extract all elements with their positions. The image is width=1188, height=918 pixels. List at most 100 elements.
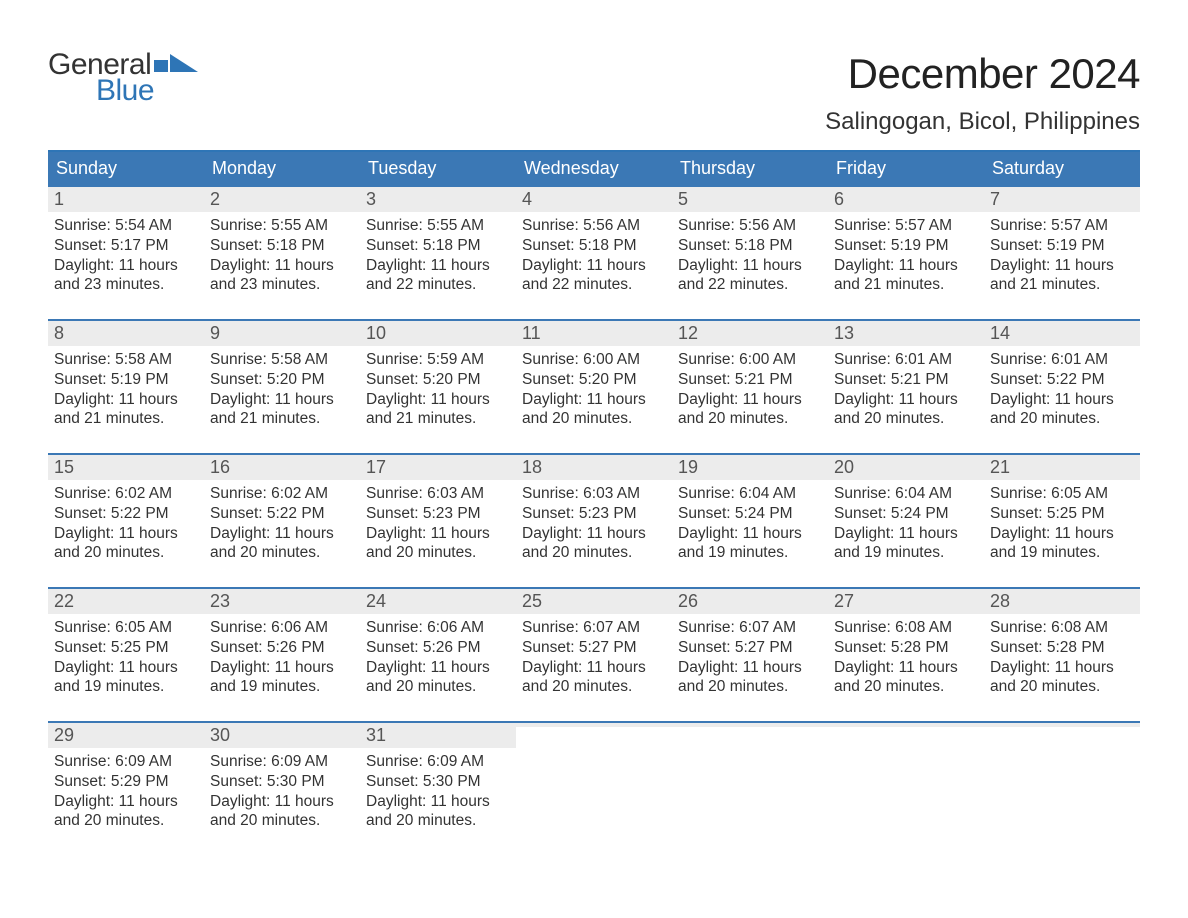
calendar-day: 22Sunrise: 6:05 AMSunset: 5:25 PMDayligh… bbox=[48, 589, 204, 699]
day-daylight2: and 19 minutes. bbox=[210, 677, 354, 697]
day-daylight1: Daylight: 11 hours bbox=[678, 256, 822, 276]
day-sunset: Sunset: 5:23 PM bbox=[522, 504, 666, 524]
day-sunset: Sunset: 5:18 PM bbox=[522, 236, 666, 256]
day-number-row: 1 bbox=[48, 187, 204, 212]
day-daylight1: Daylight: 11 hours bbox=[834, 390, 978, 410]
calendar-day: 9Sunrise: 5:58 AMSunset: 5:20 PMDaylight… bbox=[204, 321, 360, 431]
day-sunrise: Sunrise: 5:56 AM bbox=[678, 216, 822, 236]
day-daylight1: Daylight: 11 hours bbox=[210, 792, 354, 812]
day-number-row: 31 bbox=[360, 723, 516, 748]
day-sunset: Sunset: 5:20 PM bbox=[210, 370, 354, 390]
day-daylight1: Daylight: 11 hours bbox=[834, 256, 978, 276]
day-sunrise: Sunrise: 6:09 AM bbox=[210, 752, 354, 772]
day-body: Sunrise: 5:55 AMSunset: 5:18 PMDaylight:… bbox=[204, 212, 360, 295]
day-number: 7 bbox=[990, 189, 1000, 209]
calendar-day: 20Sunrise: 6:04 AMSunset: 5:24 PMDayligh… bbox=[828, 455, 984, 565]
day-sunset: Sunset: 5:21 PM bbox=[678, 370, 822, 390]
day-number-row: 21 bbox=[984, 455, 1140, 480]
day-number: 15 bbox=[54, 457, 74, 477]
day-sunset: Sunset: 5:28 PM bbox=[834, 638, 978, 658]
day-sunset: Sunset: 5:19 PM bbox=[990, 236, 1134, 256]
calendar-day: 6Sunrise: 5:57 AMSunset: 5:19 PMDaylight… bbox=[828, 187, 984, 297]
day-sunrise: Sunrise: 5:54 AM bbox=[54, 216, 198, 236]
day-daylight2: and 20 minutes. bbox=[54, 543, 198, 563]
day-body: Sunrise: 6:07 AMSunset: 5:27 PMDaylight:… bbox=[516, 614, 672, 697]
day-daylight1: Daylight: 11 hours bbox=[366, 658, 510, 678]
calendar-day: 24Sunrise: 6:06 AMSunset: 5:26 PMDayligh… bbox=[360, 589, 516, 699]
day-number-row bbox=[828, 723, 984, 727]
day-sunrise: Sunrise: 5:55 AM bbox=[210, 216, 354, 236]
day-sunrise: Sunrise: 5:59 AM bbox=[366, 350, 510, 370]
calendar-day: 15 Sunrise: 6:02 AMSunset: 5:22 PMDayligh… bbox=[48, 455, 204, 565]
day-daylight1: Daylight: 11 hours bbox=[366, 390, 510, 410]
calendar-week: 15 Sunrise: 6:02 AMSunset: 5:22 PMDayligh… bbox=[48, 453, 1140, 565]
day-daylight2: and 20 minutes. bbox=[834, 677, 978, 697]
calendar-week: 29 Sunrise: 6:09 AM Sunset: 5:29 PM Dayligh… bbox=[48, 721, 1140, 833]
day-number-row: 17 bbox=[360, 455, 516, 480]
day-number: 8 bbox=[54, 323, 64, 343]
calendar-day: 26Sunrise: 6:07 AMSunset: 5:27 PMDayligh… bbox=[672, 589, 828, 699]
day-sunset: Sunset: 5:24 PM bbox=[834, 504, 978, 524]
day-daylight1: Daylight: 11 hours bbox=[54, 256, 198, 276]
day-daylight1: Daylight: 11 hours bbox=[678, 524, 822, 544]
calendar-day: 3Sunrise: 5:55 AMSunset: 5:18 PMDaylight… bbox=[360, 187, 516, 297]
day-sunrise: Sunrise: 6:05 AM bbox=[990, 484, 1134, 504]
day-daylight1: Daylight: 11 hours bbox=[54, 524, 198, 544]
day-body: Sunrise: 6:08 AMSunset: 5:28 PMDaylight:… bbox=[984, 614, 1140, 697]
day-number: 18 bbox=[522, 457, 542, 477]
day-sunset: Sunset: 5:21 PM bbox=[834, 370, 978, 390]
day-body: Sunrise: 6:03 AMSunset: 5:23 PMDaylight:… bbox=[516, 480, 672, 563]
day-number-row: 16 bbox=[204, 455, 360, 480]
day-body: Sunrise: 6:04 AMSunset: 5:24 PMDaylight:… bbox=[672, 480, 828, 563]
day-daylight1: Daylight: 11 hours bbox=[522, 256, 666, 276]
day-number: 19 bbox=[678, 457, 698, 477]
day-sunset: Sunset: 5:27 PM bbox=[522, 638, 666, 658]
day-number: 21 bbox=[990, 457, 1010, 477]
day-sunset: Sunset: 5:19 PM bbox=[834, 236, 978, 256]
day-number: 10 bbox=[366, 323, 386, 343]
day-body: Sunrise: 6:08 AMSunset: 5:28 PMDaylight:… bbox=[828, 614, 984, 697]
day-sunrise: Sunrise: 6:02 AM bbox=[54, 484, 198, 504]
day-number: 31 bbox=[366, 725, 386, 745]
day-daylight2: and 23 minutes. bbox=[210, 275, 354, 295]
day-sunrise: Sunrise: 6:01 AM bbox=[834, 350, 978, 370]
day-sunset: Sunset: 5:22 PM bbox=[990, 370, 1134, 390]
day-sunset: Sunset: 5:24 PM bbox=[678, 504, 822, 524]
weekday-header-row: Sunday Monday Tuesday Wednesday Thursday… bbox=[48, 150, 1140, 185]
day-sunset: Sunset: 5:29 PM bbox=[54, 772, 198, 792]
day-daylight1: Daylight: 11 hours bbox=[834, 524, 978, 544]
day-daylight1: Daylight: 11 hours bbox=[54, 658, 198, 678]
calendar-day: 25Sunrise: 6:07 AMSunset: 5:27 PMDayligh… bbox=[516, 589, 672, 699]
day-body: Sunrise: 6:02 AMSunset: 5:22 PMDaylight:… bbox=[48, 480, 204, 563]
day-daylight2: and 20 minutes. bbox=[678, 409, 822, 429]
calendar-day: 8Sunrise: 5:58 AMSunset: 5:19 PMDaylight… bbox=[48, 321, 204, 431]
day-daylight2: and 21 minutes. bbox=[990, 275, 1134, 295]
calendar-day: 19 Sunrise: 6:04 AMSunset: 5:24 PMDayligh… bbox=[672, 455, 828, 565]
day-number-row: 9 bbox=[204, 321, 360, 346]
day-sunset: Sunset: 5:17 PM bbox=[54, 236, 198, 256]
day-sunrise: Sunrise: 6:00 AM bbox=[678, 350, 822, 370]
day-daylight2: and 21 minutes. bbox=[54, 409, 198, 429]
calendar-day: 10Sunrise: 5:59 AMSunset: 5:20 PMDayligh… bbox=[360, 321, 516, 431]
day-sunrise: Sunrise: 5:58 AM bbox=[54, 350, 198, 370]
day-daylight2: and 19 minutes. bbox=[990, 543, 1134, 563]
day-daylight1: Daylight: 11 hours bbox=[54, 390, 198, 410]
day-number-row: 20 bbox=[828, 455, 984, 480]
day-body: Sunrise: 6:04 AMSunset: 5:24 PMDaylight:… bbox=[828, 480, 984, 563]
day-sunrise: Sunrise: 6:00 AM bbox=[522, 350, 666, 370]
day-daylight2: and 23 minutes. bbox=[54, 275, 198, 295]
day-daylight1: Daylight: 11 hours bbox=[990, 256, 1134, 276]
day-number-row: 30 bbox=[204, 723, 360, 748]
day-daylight2: and 20 minutes. bbox=[210, 543, 354, 563]
day-daylight2: and 20 minutes. bbox=[54, 811, 198, 831]
calendar-day: 12Sunrise: 6:00 AMSunset: 5:21 PMDayligh… bbox=[672, 321, 828, 431]
calendar-day: 18 Sunrise: 6:03 AMSunset: 5:23 PMDayligh… bbox=[516, 455, 672, 565]
flag-icon bbox=[154, 50, 198, 76]
month-title: December 2024 bbox=[825, 50, 1140, 98]
day-sunrise: Sunrise: 6:08 AM bbox=[834, 618, 978, 638]
day-daylight2: and 21 minutes. bbox=[834, 275, 978, 295]
calendar-day: 16Sunrise: 6:02 AMSunset: 5:22 PMDayligh… bbox=[204, 455, 360, 565]
calendar-day: 13Sunrise: 6:01 AMSunset: 5:21 PMDayligh… bbox=[828, 321, 984, 431]
day-number-row: 29 bbox=[48, 723, 204, 748]
day-number-row: 25 bbox=[516, 589, 672, 614]
